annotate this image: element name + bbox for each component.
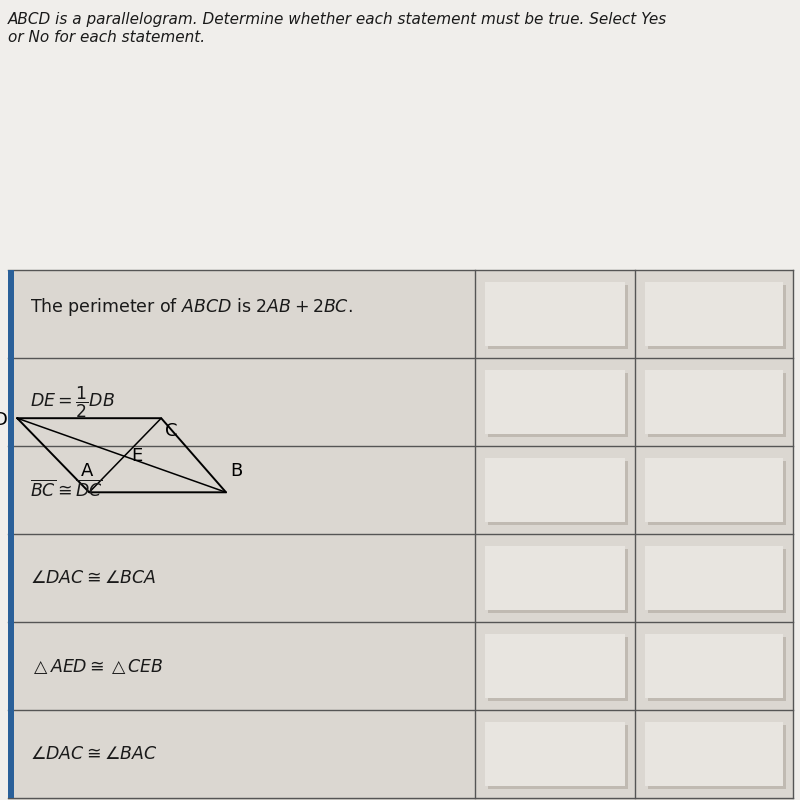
Bar — [648, 725, 786, 789]
Bar — [488, 637, 628, 701]
Text: $\angle DAC \cong \angle BCA$: $\angle DAC \cong \angle BCA$ — [30, 569, 157, 587]
Bar — [485, 634, 625, 698]
Bar — [648, 285, 786, 349]
Bar — [488, 285, 628, 349]
Bar — [648, 549, 786, 613]
Bar — [8, 270, 14, 798]
Text: C: C — [165, 422, 178, 440]
Bar — [645, 722, 783, 786]
Bar — [488, 725, 628, 789]
Bar — [488, 373, 628, 437]
Text: $\overline{BC} \cong \overline{DC}$: $\overline{BC} \cong \overline{DC}$ — [30, 479, 103, 501]
Text: or No for each statement.: or No for each statement. — [8, 30, 205, 45]
Bar — [645, 634, 783, 698]
Bar — [485, 458, 625, 522]
Bar — [645, 546, 783, 610]
Bar — [645, 458, 783, 522]
Text: D: D — [0, 411, 7, 429]
Text: $\angle DAC \cong \angle BAC$: $\angle DAC \cong \angle BAC$ — [30, 745, 158, 763]
Text: A: A — [81, 462, 94, 480]
Text: $DE = \dfrac{1}{2}DB$: $DE = \dfrac{1}{2}DB$ — [30, 384, 115, 420]
Bar — [645, 370, 783, 434]
Bar — [648, 461, 786, 525]
Bar — [485, 370, 625, 434]
Bar — [485, 722, 625, 786]
Bar — [485, 546, 625, 610]
Text: B: B — [230, 462, 242, 480]
Text: ABCD is a parallelogram. Determine whether each statement must be true. Select Y: ABCD is a parallelogram. Determine wheth… — [8, 12, 667, 27]
Bar — [648, 373, 786, 437]
Bar — [488, 549, 628, 613]
Text: $\triangle AED \cong \triangle CEB$: $\triangle AED \cong \triangle CEB$ — [30, 657, 164, 675]
Bar — [485, 282, 625, 346]
Bar — [8, 270, 793, 800]
Text: E: E — [131, 447, 142, 465]
Bar — [645, 282, 783, 346]
Text: The perimeter of $ABCD$ is $2AB + 2BC$.: The perimeter of $ABCD$ is $2AB + 2BC$. — [30, 296, 353, 318]
Bar — [488, 461, 628, 525]
Bar — [648, 637, 786, 701]
